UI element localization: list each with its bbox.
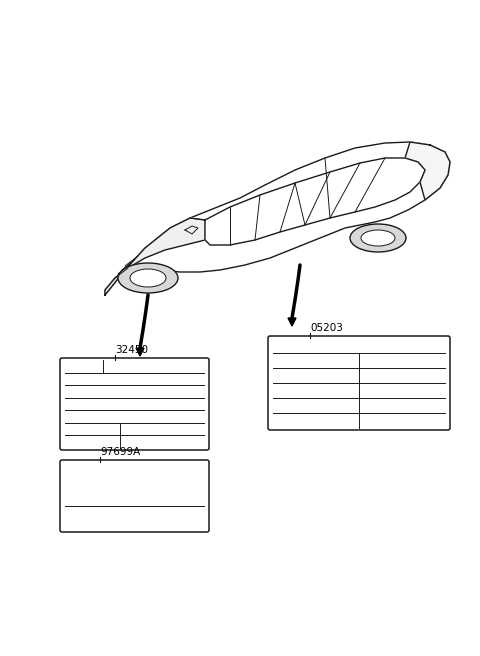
Polygon shape — [136, 348, 144, 356]
Ellipse shape — [361, 230, 395, 246]
Polygon shape — [105, 142, 450, 295]
FancyBboxPatch shape — [268, 336, 450, 430]
Text: 05203: 05203 — [310, 323, 343, 333]
Ellipse shape — [350, 224, 406, 252]
FancyBboxPatch shape — [60, 460, 209, 532]
Polygon shape — [105, 218, 205, 295]
Polygon shape — [405, 142, 450, 200]
FancyBboxPatch shape — [60, 358, 209, 450]
Ellipse shape — [118, 263, 178, 293]
Polygon shape — [205, 158, 425, 245]
Text: 32450: 32450 — [115, 345, 148, 355]
Text: 97699A: 97699A — [100, 447, 140, 457]
Polygon shape — [288, 318, 296, 326]
Ellipse shape — [130, 269, 166, 287]
